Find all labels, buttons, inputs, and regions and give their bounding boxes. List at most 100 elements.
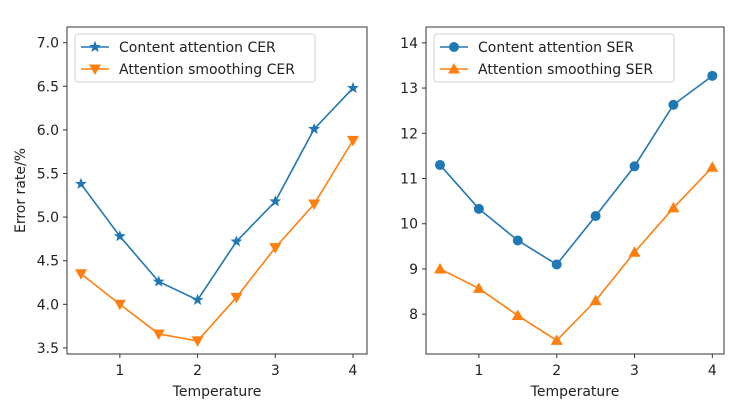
data-point	[347, 135, 360, 147]
data-point	[152, 275, 165, 287]
x-tick-label: 2	[193, 363, 202, 379]
y-tick-label: 5.0	[37, 210, 59, 226]
data-point	[511, 309, 524, 321]
x-axis-label: Temperature	[172, 384, 262, 400]
marker-triangle	[434, 262, 447, 274]
marker-circle	[707, 70, 718, 81]
y-tick-label: 6.0	[37, 123, 59, 139]
data-point	[113, 299, 126, 311]
legend-label: Content attention SER	[478, 40, 634, 56]
marker-star	[75, 177, 87, 189]
x-tick-label: 3	[271, 363, 280, 379]
y-tick-label: 12	[400, 126, 418, 142]
marker-triangle	[628, 246, 641, 257]
legend-marker	[89, 40, 101, 53]
marker-star	[89, 40, 101, 53]
data-point	[75, 177, 87, 189]
marker-star	[230, 235, 243, 247]
marker-triangle	[308, 199, 321, 211]
marker-triangle	[347, 135, 360, 147]
data-point	[230, 235, 243, 247]
legend-box	[74, 33, 316, 83]
marker-star	[113, 230, 126, 242]
legend-label: Attention smoothing CER	[119, 62, 295, 78]
data-point	[668, 99, 679, 110]
y-tick-label: 4.0	[37, 297, 59, 313]
legend: Content attention SER Attention smoothing…	[433, 33, 675, 83]
marker-triangle	[667, 201, 680, 213]
series-line-1	[439, 75, 713, 266]
data-point	[435, 159, 446, 170]
chart-panel-1: 1 2 3 4 3.5 4.0 4.5 5.0 5.5 6.0 6.5 7.0 Temperature E…	[13, 26, 368, 400]
series-line-2	[80, 139, 354, 342]
marker-circle	[435, 159, 446, 170]
y-tick-label: 3.5	[37, 341, 59, 357]
marker-triangle	[706, 161, 719, 172]
y-tick-label: 10	[400, 217, 418, 233]
marker-star	[347, 81, 359, 94]
marker-triangle	[230, 292, 243, 304]
marker-triangle	[472, 282, 485, 293]
marker-triangle	[152, 329, 165, 340]
marker-circle	[473, 203, 484, 214]
marker-circle	[512, 235, 523, 246]
data-point	[707, 70, 718, 81]
marker-circle	[551, 259, 562, 270]
marker-triangle	[550, 334, 563, 345]
x-tick-label: 4	[708, 363, 717, 379]
y-tick-label: 4.5	[37, 254, 59, 270]
legend-marker	[89, 64, 101, 75]
data-point	[191, 293, 204, 305]
data-point	[191, 336, 204, 347]
marker-triangle	[113, 299, 126, 311]
marker-triangle	[269, 243, 282, 254]
data-point	[550, 334, 563, 345]
x-tick-label: 2	[552, 363, 561, 379]
legend: Content attention CER Attention smoothing…	[74, 33, 316, 83]
data-point	[434, 262, 447, 274]
marker-triangle	[89, 64, 101, 75]
legend-box	[433, 33, 675, 83]
marker-star	[269, 195, 282, 207]
plot-frame	[66, 26, 368, 355]
data-point	[269, 195, 282, 207]
marker-star	[191, 293, 204, 305]
data-point	[347, 81, 359, 94]
y-tick-label: 11	[400, 172, 418, 188]
data-point	[473, 203, 484, 214]
data-point	[629, 161, 640, 172]
data-point	[628, 246, 641, 257]
legend-marker	[448, 63, 460, 74]
legend-marker	[449, 42, 459, 52]
x-tick-label: 4	[349, 363, 358, 379]
data-point	[74, 269, 87, 280]
x-tick-label: 1	[474, 363, 483, 379]
data-point	[152, 329, 165, 340]
y-axis-label: Error rate/%	[13, 148, 29, 233]
marker-triangle	[191, 336, 204, 347]
marker-triangle	[74, 269, 87, 280]
data-point	[512, 235, 523, 246]
data-point	[590, 211, 601, 222]
data-point	[230, 292, 243, 304]
marker-triangle	[589, 294, 602, 306]
data-point	[589, 294, 602, 306]
data-point	[472, 282, 485, 293]
y-tick-label: 8	[409, 307, 418, 323]
x-tick-label: 1	[115, 363, 124, 379]
legend-label: Attention smoothing SER	[478, 62, 653, 78]
y-tick-label: 7.0	[37, 36, 59, 52]
marker-circle	[590, 211, 601, 222]
x-tick-label: 3	[630, 363, 639, 379]
data-point	[308, 199, 321, 211]
marker-circle	[668, 99, 679, 110]
series-line-2	[439, 166, 713, 342]
data-point	[308, 122, 321, 135]
data-point	[706, 161, 719, 172]
data-point	[113, 230, 126, 242]
data-point	[667, 201, 680, 213]
data-point	[551, 259, 562, 270]
data-point	[269, 243, 282, 254]
